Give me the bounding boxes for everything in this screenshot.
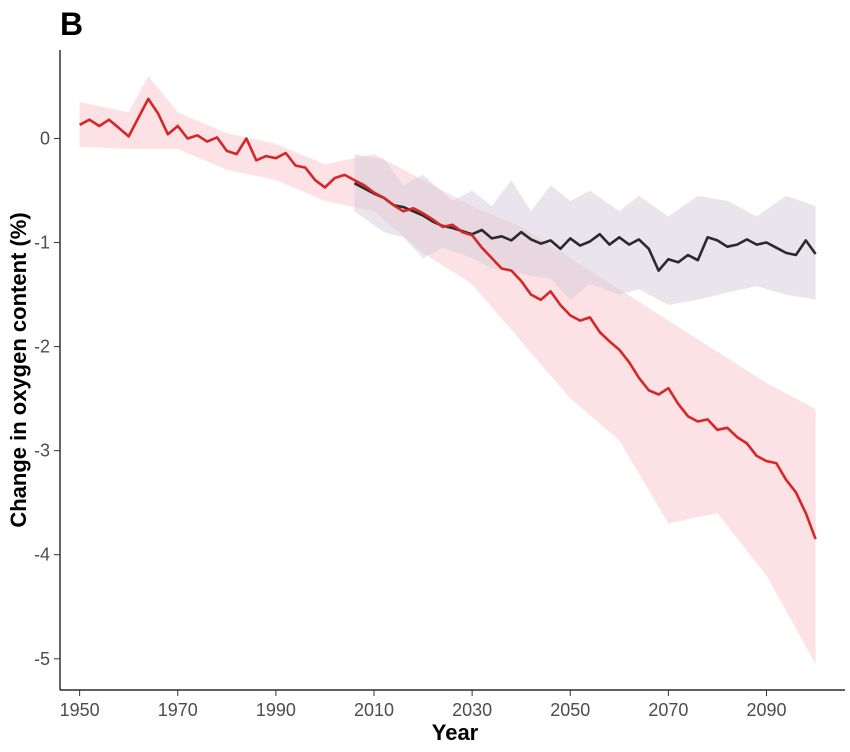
y-tick-label: -3 — [34, 441, 50, 461]
x-tick-label: 2050 — [550, 700, 590, 720]
y-tick-label: -5 — [34, 649, 50, 669]
series-1-confidence-band — [79, 76, 816, 664]
series-2-line — [353, 182, 817, 272]
series-lines — [78, 97, 817, 540]
x-tick-label: 2030 — [452, 700, 492, 720]
series-2-confidence-band — [354, 154, 816, 305]
x-axis-title: Year — [432, 720, 479, 745]
y-tick-label: -2 — [34, 337, 50, 357]
x-tick-label: 1950 — [60, 700, 100, 720]
x-tick-label: 2010 — [354, 700, 394, 720]
series-1-line — [78, 97, 817, 540]
confidence-bands — [79, 76, 816, 664]
x-tick-label: 1990 — [256, 700, 296, 720]
y-axis-title: Change in oxygen content (%) — [6, 212, 31, 527]
y-ticks: 0 -1 -2 -3 -4 -5 — [34, 128, 60, 669]
y-tick-label: -1 — [34, 233, 50, 253]
x-tick-label: 2070 — [648, 700, 688, 720]
x-tick-label: 1970 — [158, 700, 198, 720]
panel-label: B — [60, 6, 84, 42]
y-tick-label: -4 — [34, 545, 50, 565]
axes — [59, 50, 845, 691]
y-tick-label: 0 — [40, 128, 50, 148]
x-ticks: 1950 1970 1990 2010 2030 2050 2070 2090 — [60, 690, 787, 720]
x-tick-label: 2090 — [746, 700, 786, 720]
